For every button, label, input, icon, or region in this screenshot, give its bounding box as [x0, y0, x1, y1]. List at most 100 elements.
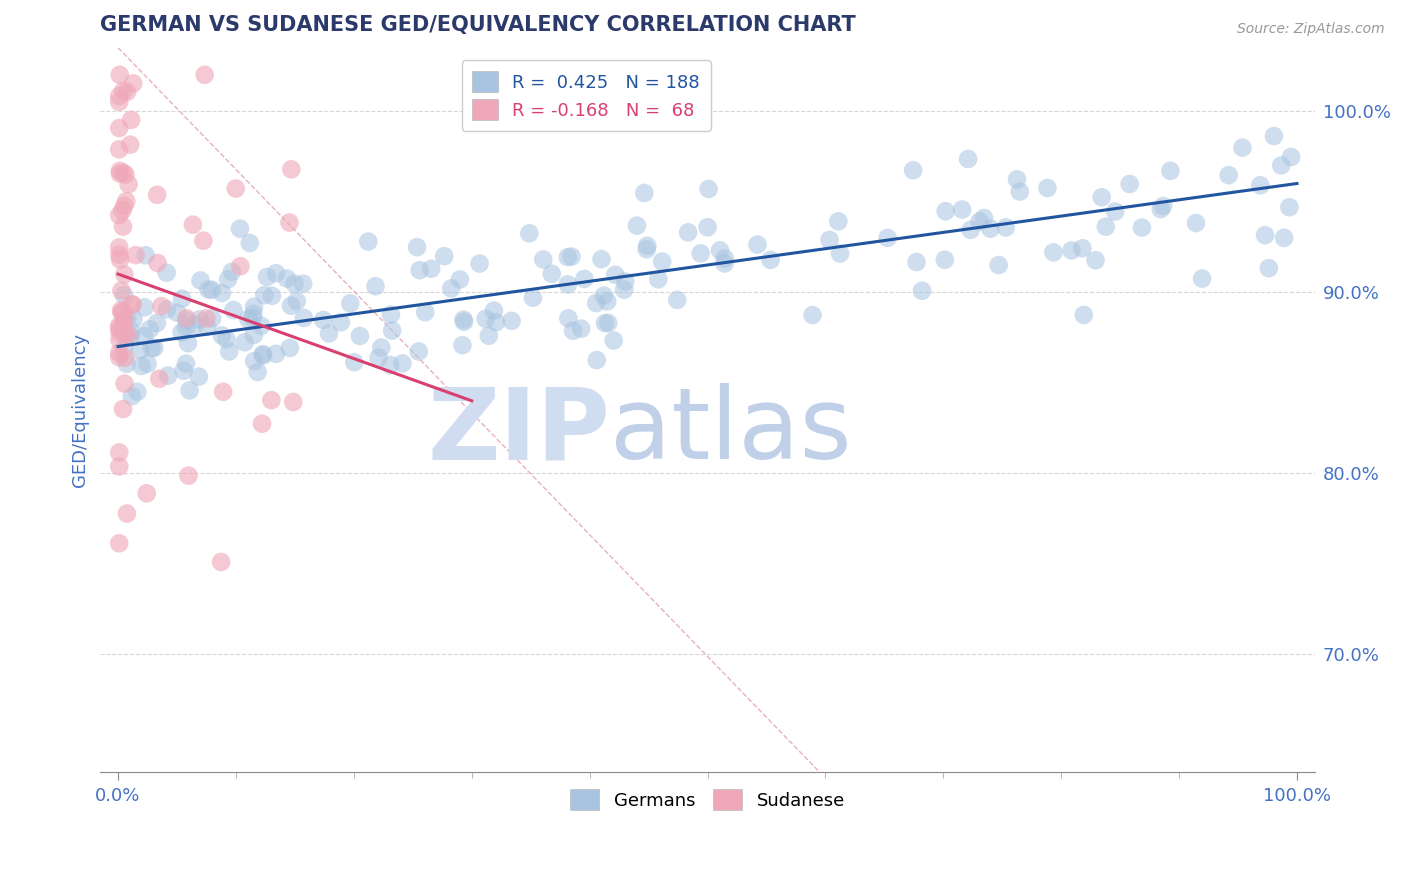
Point [146, 256, 169, 270]
Point [801, 308, 824, 322]
Point [633, 186, 655, 200]
Point [108, 208, 131, 222]
Point [108, 89, 131, 103]
Point [177, 468, 200, 483]
Point [148, 372, 170, 386]
Point [243, 354, 266, 368]
Point [110, 306, 132, 320]
Point [1272, 231, 1295, 245]
Point [179, 384, 201, 398]
Point [114, 168, 136, 182]
Point [215, 332, 238, 346]
Point [585, 296, 607, 310]
Point [135, 486, 157, 500]
Point [364, 279, 387, 293]
Point [1249, 178, 1271, 193]
Point [482, 303, 505, 318]
Point [759, 252, 782, 267]
Point [367, 351, 389, 365]
Point [973, 211, 995, 225]
Point [108, 321, 131, 335]
Point [108, 252, 131, 267]
Point [242, 310, 264, 325]
Point [474, 311, 496, 326]
Point [1073, 308, 1095, 322]
Point [329, 315, 352, 329]
Point [1042, 245, 1064, 260]
Point [114, 326, 136, 340]
Point [318, 326, 340, 341]
Point [818, 233, 841, 247]
Point [987, 258, 1010, 272]
Point [339, 296, 361, 310]
Point [501, 314, 523, 328]
Point [229, 221, 252, 235]
Point [569, 321, 592, 335]
Point [195, 311, 218, 326]
Point [108, 536, 131, 550]
Point [201, 311, 224, 326]
Point [959, 223, 981, 237]
Point [380, 308, 402, 322]
Point [122, 312, 145, 326]
Point [517, 227, 540, 241]
Point [110, 303, 132, 318]
Point [1150, 202, 1173, 216]
Point [121, 389, 143, 403]
Point [979, 221, 1001, 235]
Point [177, 336, 200, 351]
Point [129, 343, 152, 358]
Point [120, 112, 142, 127]
Point [170, 326, 193, 340]
Point [747, 237, 769, 252]
Point [112, 199, 135, 213]
Point [934, 252, 956, 267]
Point [1232, 141, 1254, 155]
Point [413, 305, 436, 319]
Point [211, 286, 233, 301]
Point [190, 273, 212, 287]
Point [409, 263, 432, 277]
Point [605, 268, 627, 282]
Point [613, 283, 636, 297]
Point [969, 214, 991, 228]
Point [1159, 164, 1181, 178]
Y-axis label: GED/Equivalency: GED/Equivalency [72, 333, 89, 487]
Point [111, 402, 134, 417]
Point [278, 341, 301, 355]
Point [696, 220, 718, 235]
Point [602, 334, 624, 348]
Point [181, 218, 204, 232]
Point [453, 315, 475, 329]
Point [108, 459, 131, 474]
Point [112, 268, 135, 282]
Point [260, 289, 283, 303]
Point [440, 281, 463, 295]
Point [574, 272, 596, 286]
Point [212, 384, 235, 399]
Point [1218, 168, 1240, 182]
Point [194, 68, 217, 82]
Point [115, 194, 138, 209]
Point [1270, 158, 1292, 172]
Point [184, 318, 207, 332]
Point [689, 246, 711, 260]
Point [252, 349, 274, 363]
Point [522, 291, 544, 305]
Point [115, 310, 138, 325]
Point [120, 137, 142, 152]
Point [188, 312, 211, 326]
Point [531, 252, 554, 267]
Point [221, 265, 243, 279]
Point [905, 255, 928, 269]
Point [110, 284, 132, 298]
Point [449, 272, 471, 286]
Point [112, 84, 135, 98]
Point [433, 249, 456, 263]
Point [135, 248, 157, 262]
Point [112, 288, 135, 302]
Point [285, 294, 308, 309]
Point [557, 250, 579, 264]
Point [176, 311, 198, 326]
Point [557, 311, 579, 326]
